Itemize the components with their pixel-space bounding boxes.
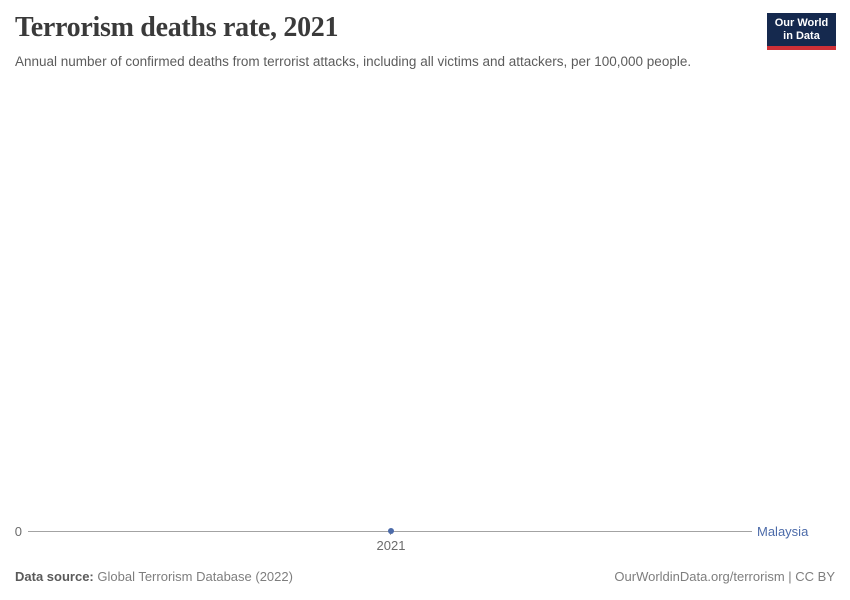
data-source-label: Data source:	[15, 569, 94, 584]
x-axis-tick-label: 2021	[376, 538, 406, 553]
owid-logo-line2: in Data	[783, 29, 820, 42]
data-source: Data source: Global Terrorism Database (…	[15, 569, 293, 585]
y-axis-zero-label: 0	[14, 524, 22, 539]
series-label-malaysia: Malaysia	[757, 524, 809, 539]
chart-subtitle: Annual number of confirmed deaths from t…	[15, 54, 692, 69]
owid-logo-line1: Our World	[774, 16, 829, 29]
chart-title: Terrorism deaths rate, 2021	[15, 12, 339, 43]
data-source-value: Global Terrorism Database (2022)	[97, 569, 293, 584]
attribution: OurWorldinData.org/terrorism | CC BY	[614, 569, 835, 584]
owid-logo: Our World in Data	[767, 13, 836, 50]
data-point-malaysia-2021	[388, 528, 394, 534]
